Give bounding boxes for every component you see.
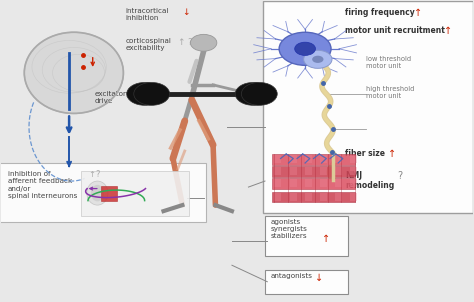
Text: antagonists: antagonists	[271, 273, 313, 279]
FancyBboxPatch shape	[272, 166, 355, 177]
Ellipse shape	[87, 181, 108, 205]
FancyBboxPatch shape	[350, 167, 357, 175]
FancyBboxPatch shape	[81, 171, 190, 216]
Text: low threshold
motor unit: low threshold motor unit	[366, 56, 411, 69]
FancyBboxPatch shape	[319, 179, 327, 187]
Circle shape	[235, 82, 271, 105]
Text: motor unit recruitment: motor unit recruitment	[345, 26, 445, 35]
FancyBboxPatch shape	[274, 179, 282, 187]
Text: ↑: ↑	[414, 8, 422, 18]
FancyBboxPatch shape	[0, 163, 206, 222]
FancyBboxPatch shape	[350, 193, 357, 201]
Circle shape	[279, 32, 331, 65]
FancyBboxPatch shape	[265, 216, 347, 256]
FancyBboxPatch shape	[272, 178, 355, 188]
FancyBboxPatch shape	[335, 167, 342, 175]
Text: fiber size: fiber size	[345, 149, 385, 159]
FancyBboxPatch shape	[319, 155, 327, 163]
Text: ↑: ↑	[444, 26, 452, 36]
FancyBboxPatch shape	[350, 155, 357, 163]
Circle shape	[127, 82, 163, 105]
Circle shape	[312, 56, 323, 63]
Text: NMJ
remodeling: NMJ remodeling	[345, 171, 394, 190]
Text: ↓: ↓	[315, 273, 323, 283]
FancyBboxPatch shape	[335, 193, 342, 201]
FancyBboxPatch shape	[290, 179, 297, 187]
Text: ?: ?	[187, 38, 192, 47]
Circle shape	[304, 50, 332, 68]
FancyBboxPatch shape	[290, 193, 297, 201]
FancyBboxPatch shape	[319, 167, 327, 175]
FancyBboxPatch shape	[101, 186, 117, 201]
FancyBboxPatch shape	[335, 179, 342, 187]
Circle shape	[134, 82, 170, 105]
FancyBboxPatch shape	[274, 193, 282, 201]
Circle shape	[241, 82, 277, 105]
Text: ↓: ↓	[182, 8, 190, 17]
FancyBboxPatch shape	[350, 179, 357, 187]
Ellipse shape	[91, 185, 104, 201]
Text: ?: ?	[397, 171, 402, 181]
Ellipse shape	[24, 32, 123, 114]
Text: inhibition of
afferent feedback
and/or
spinal interneurons: inhibition of afferent feedback and/or s…	[8, 171, 77, 199]
Text: high threshold
motor unit: high threshold motor unit	[366, 86, 415, 99]
Text: ↑: ↑	[321, 234, 330, 244]
FancyBboxPatch shape	[290, 155, 297, 163]
Text: ↑: ↑	[88, 169, 95, 178]
FancyBboxPatch shape	[265, 270, 347, 294]
FancyBboxPatch shape	[263, 1, 473, 213]
FancyBboxPatch shape	[305, 193, 312, 201]
Text: firing frequency: firing frequency	[345, 8, 415, 17]
FancyBboxPatch shape	[305, 167, 312, 175]
Text: ↑: ↑	[178, 38, 185, 47]
Text: ↑: ↑	[140, 91, 147, 100]
Text: ↑: ↑	[388, 149, 396, 159]
FancyBboxPatch shape	[272, 154, 355, 165]
FancyBboxPatch shape	[305, 179, 312, 187]
FancyBboxPatch shape	[274, 167, 282, 175]
FancyBboxPatch shape	[290, 167, 297, 175]
Circle shape	[191, 34, 217, 51]
FancyBboxPatch shape	[272, 191, 355, 202]
FancyBboxPatch shape	[274, 155, 282, 163]
Circle shape	[295, 42, 316, 55]
Text: intracortical
inhibition: intracortical inhibition	[126, 8, 169, 21]
Text: agonists
synergists
stabilizers: agonists synergists stabilizers	[271, 219, 308, 239]
FancyBboxPatch shape	[335, 155, 342, 163]
Text: excitatory
drive: excitatory drive	[95, 91, 131, 104]
Text: ?: ?	[95, 169, 100, 178]
FancyBboxPatch shape	[305, 155, 312, 163]
FancyBboxPatch shape	[319, 193, 327, 201]
Text: corticospinal
excitability: corticospinal excitability	[126, 38, 172, 51]
